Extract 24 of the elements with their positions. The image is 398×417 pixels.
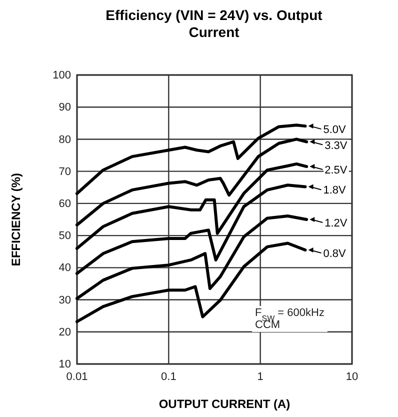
y-tick-label: 30 xyxy=(58,294,71,306)
x-tick-label: 0.1 xyxy=(161,370,176,383)
legend-label: 3.3V xyxy=(324,140,348,152)
legend-label: 0.8V xyxy=(323,248,347,260)
y-tick-label: 100 xyxy=(52,70,71,82)
legend-label: 1.2V xyxy=(324,218,348,230)
y-axis-title: EFFICIENCY (%) xyxy=(9,172,23,266)
x-tick-label: 1 xyxy=(257,370,264,383)
legend-label: 2.5V xyxy=(324,164,348,177)
annotation: CCM xyxy=(255,319,280,331)
legend-label: 1.8V xyxy=(323,184,347,197)
y-tick-label: 90 xyxy=(58,102,71,114)
y-tick-label: 10 xyxy=(58,358,71,371)
y-tick-label: 50 xyxy=(58,230,71,242)
y-tick-label: 80 xyxy=(58,134,71,146)
legend-label: 5.0V xyxy=(323,124,347,136)
y-tick-label: 40 xyxy=(58,262,71,274)
x-axis-title: OUTPUT CURRENT (A) xyxy=(158,397,290,411)
y-tick-label: 20 xyxy=(58,326,71,338)
y-tick-label: 70 xyxy=(58,166,71,178)
chart-title: Efficiency (VIN = 24V) vs. Output Current xyxy=(106,7,323,40)
x-tick-label: 10 xyxy=(346,370,358,383)
x-tick-label: 0.01 xyxy=(66,370,88,383)
y-tick-label: 60 xyxy=(58,198,71,210)
